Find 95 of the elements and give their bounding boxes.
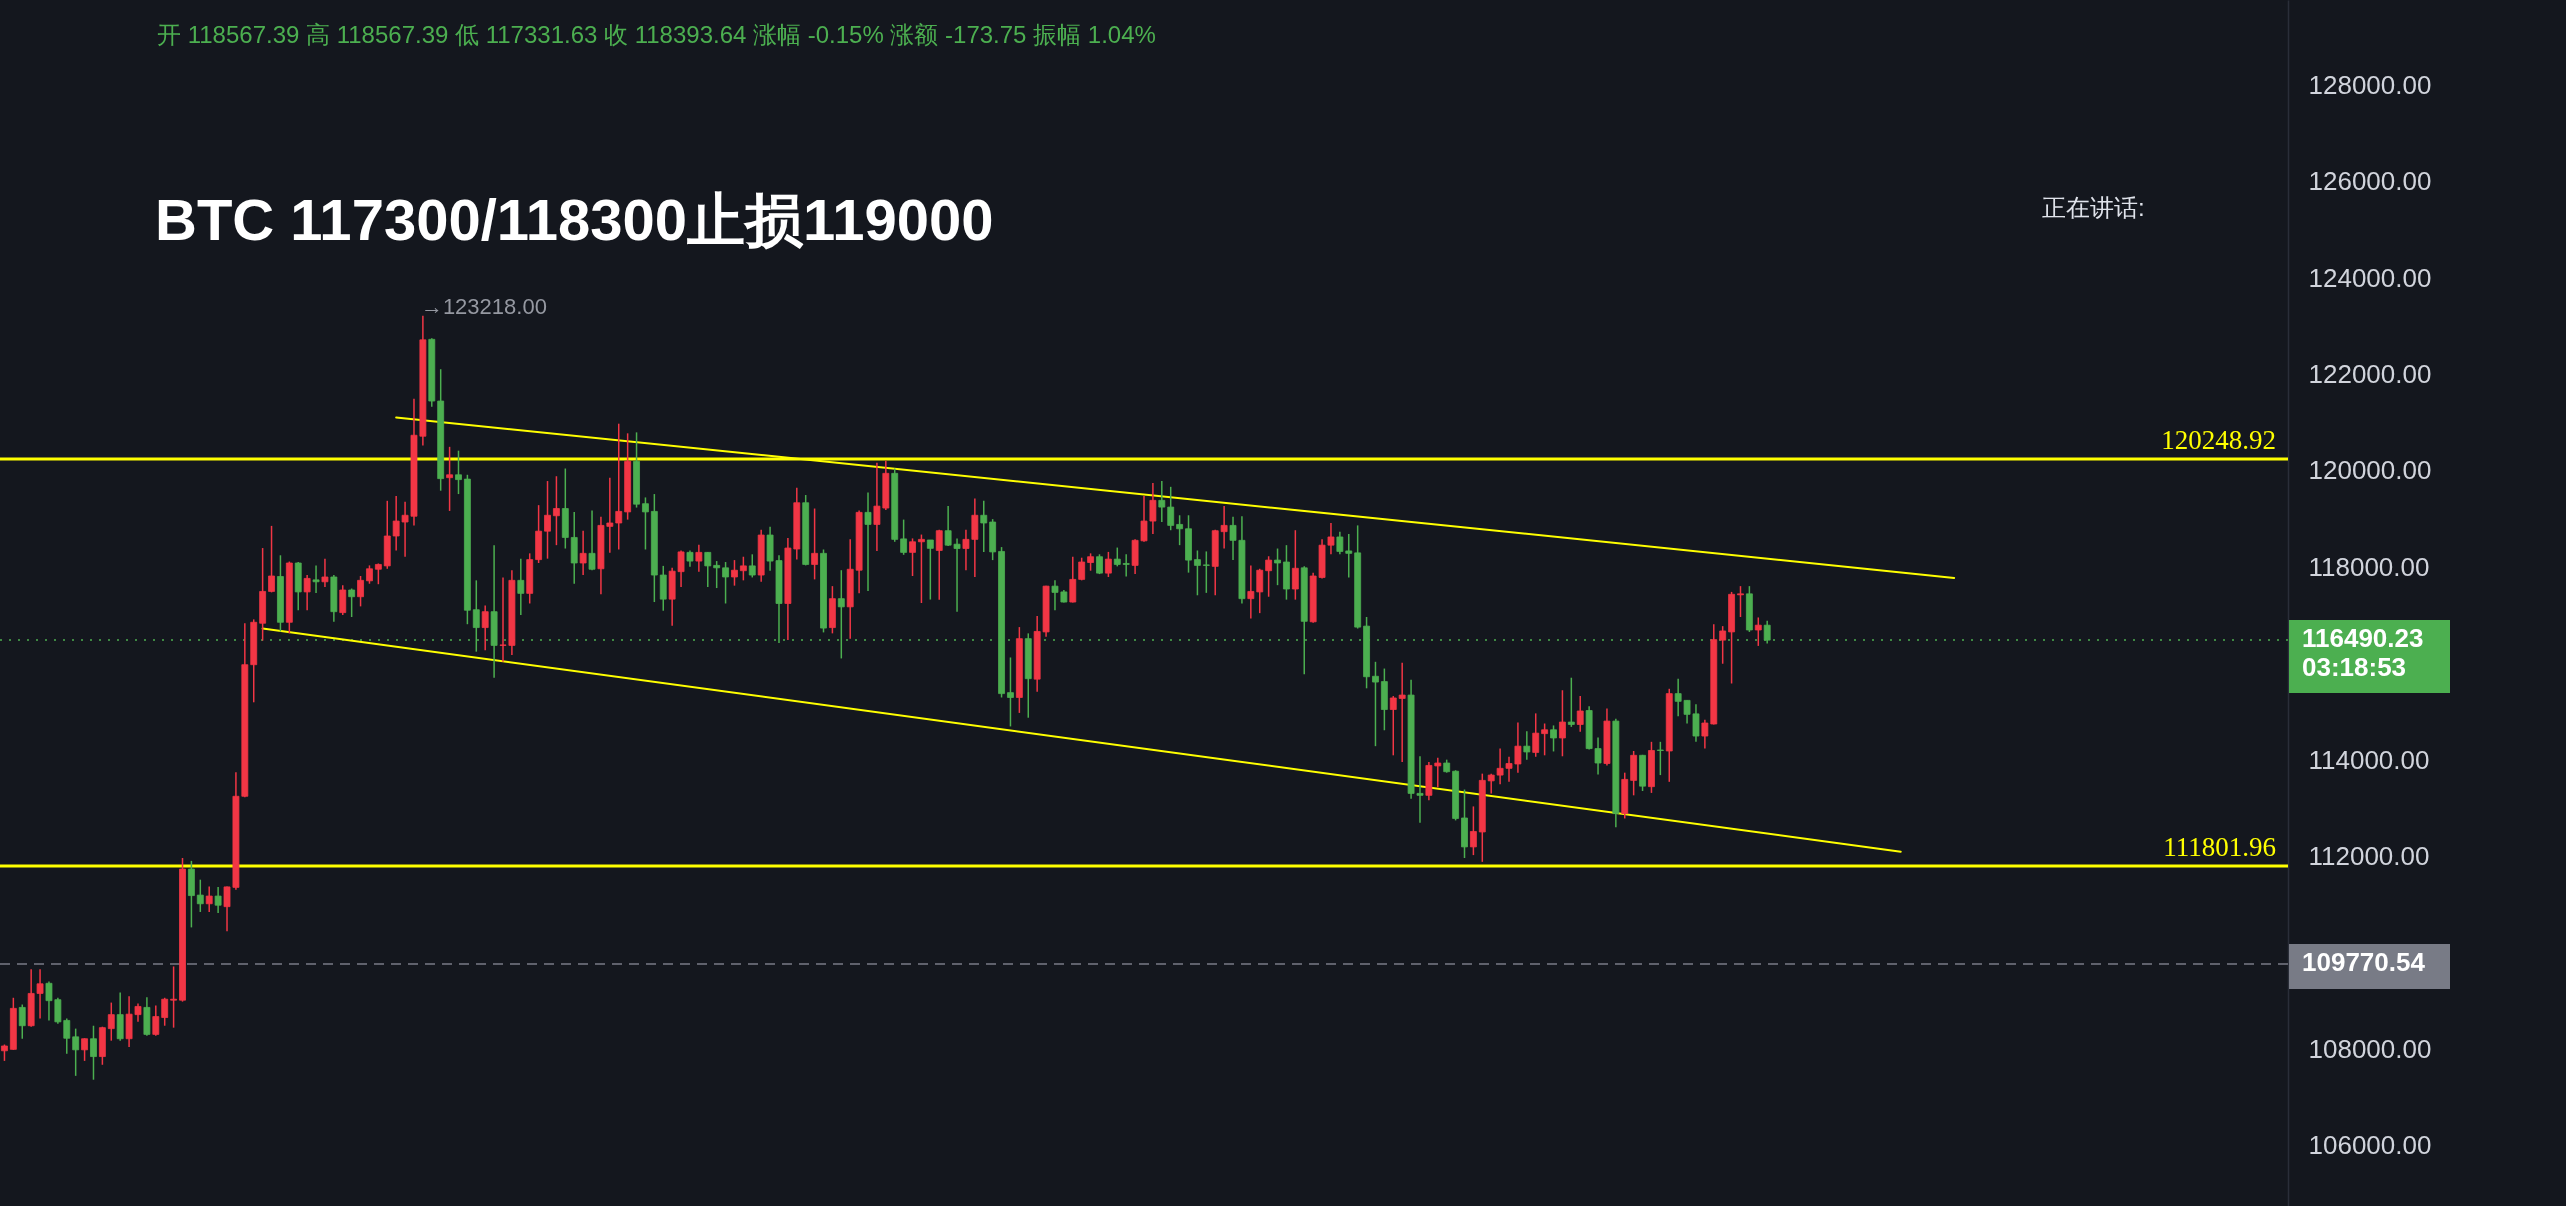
candlestick xyxy=(1265,555,1273,598)
y-tick-label: 114000.00 xyxy=(2308,744,2430,775)
candlestick xyxy=(1291,529,1299,601)
candlestick xyxy=(1372,661,1379,747)
candlestick xyxy=(900,518,908,556)
y-tick-label: 128000.00 xyxy=(2308,69,2432,100)
candlestick xyxy=(1550,724,1557,753)
candlestick xyxy=(18,1003,26,1040)
candlestick xyxy=(1176,514,1184,546)
candlestick xyxy=(366,564,373,585)
candlestick xyxy=(214,886,222,914)
y-tick-label: 120000.00 xyxy=(2308,455,2432,486)
candlestick xyxy=(357,575,364,608)
y-tick-label: 118000.00 xyxy=(2308,551,2430,582)
y-tick-label: 122000.00 xyxy=(2308,359,2432,390)
y-tick-label: 106000.00 xyxy=(2308,1130,2432,1161)
candlestick xyxy=(1007,656,1014,728)
candlestick xyxy=(1104,551,1112,578)
candlestick xyxy=(553,475,560,546)
text: BTC 117300/118300止损119000 xyxy=(155,187,994,252)
candlestick xyxy=(980,500,988,553)
candlestick xyxy=(517,557,525,616)
candlestick xyxy=(1754,616,1762,647)
y-tick-label: 108000.00 xyxy=(2308,1033,2432,1064)
candlestick xyxy=(1541,722,1549,757)
candlestick xyxy=(170,965,177,1029)
candlestick xyxy=(268,525,275,594)
candlestick xyxy=(481,604,489,651)
candlestick xyxy=(312,564,320,594)
annotation: →123218.00 xyxy=(420,293,547,319)
candlestick xyxy=(864,491,872,592)
candlestick xyxy=(152,1004,160,1037)
candlestick xyxy=(739,555,747,582)
y-tick-label: 112000.00 xyxy=(2308,841,2430,872)
candlestick xyxy=(1532,712,1540,758)
candlestick xyxy=(713,560,721,589)
candlestick xyxy=(339,584,347,616)
candlestick xyxy=(1194,549,1201,597)
candlestick xyxy=(446,446,453,512)
y-tick-label: 126000.00 xyxy=(2308,166,2432,197)
candlestick xyxy=(1470,805,1477,856)
candlestick xyxy=(1737,585,1744,618)
candlestick xyxy=(374,562,382,585)
candlestick xyxy=(205,885,213,913)
candlestick xyxy=(615,422,623,551)
candlestick xyxy=(909,537,916,577)
candlestick xyxy=(722,561,729,605)
candlestick xyxy=(1113,546,1121,568)
candlestick xyxy=(918,533,925,604)
candlestick xyxy=(90,1024,97,1081)
candlestick xyxy=(748,553,756,579)
candlestick xyxy=(196,878,204,913)
candlestick xyxy=(1274,547,1281,586)
candlestick xyxy=(1256,568,1264,614)
ref-line-label: 111801.96 xyxy=(2163,832,2276,863)
candlestick xyxy=(1158,480,1166,523)
candlestick xyxy=(704,551,712,588)
candlestick xyxy=(544,480,551,560)
candlestick xyxy=(935,528,943,601)
candlestick xyxy=(1763,620,1771,645)
candlestick xyxy=(1523,730,1531,761)
candlestick xyxy=(642,496,649,551)
candlestick xyxy=(837,569,845,660)
candlestick xyxy=(731,559,738,587)
ref-line-label: 109770.54 xyxy=(2302,947,2426,977)
candlestick xyxy=(1559,689,1566,758)
candlestick xyxy=(1069,555,1077,604)
candlestick xyxy=(1389,695,1397,757)
candlestick xyxy=(72,1027,80,1077)
candlestick xyxy=(1202,550,1210,594)
candlestick xyxy=(1167,486,1175,531)
y-tick-label: 124000.00 xyxy=(2308,262,2432,293)
candlestick xyxy=(1656,741,1664,776)
ref-line-label: 116490.23 03:18:53 xyxy=(2302,623,2424,683)
candlestick xyxy=(1398,662,1406,763)
candlestick xyxy=(695,543,703,573)
candlestick xyxy=(455,449,462,495)
candlestick xyxy=(81,1037,88,1062)
candlestick xyxy=(107,1001,115,1042)
annotation: 正在讲话: xyxy=(2042,194,2145,221)
candlestick xyxy=(1576,695,1584,733)
candlestick xyxy=(1567,676,1575,728)
candlestick xyxy=(1247,564,1255,620)
candlestick xyxy=(811,507,818,581)
candlestick xyxy=(588,509,596,571)
candlestick xyxy=(579,529,587,576)
ref-line-label: 120248.92 xyxy=(2161,424,2276,455)
candlestick xyxy=(161,997,169,1027)
candlestick xyxy=(303,574,311,611)
candlestick xyxy=(1719,625,1727,665)
candlestick xyxy=(321,557,329,588)
candlestick xyxy=(926,539,934,601)
annotation: 开 118567.39 高 118567.39 低 117331.63 收 118393.64 涨幅 -0.15% 涨额 -173.75 振幅 1.04% xyxy=(157,21,1156,48)
candlestick xyxy=(1122,553,1130,578)
candlestick xyxy=(348,587,356,618)
